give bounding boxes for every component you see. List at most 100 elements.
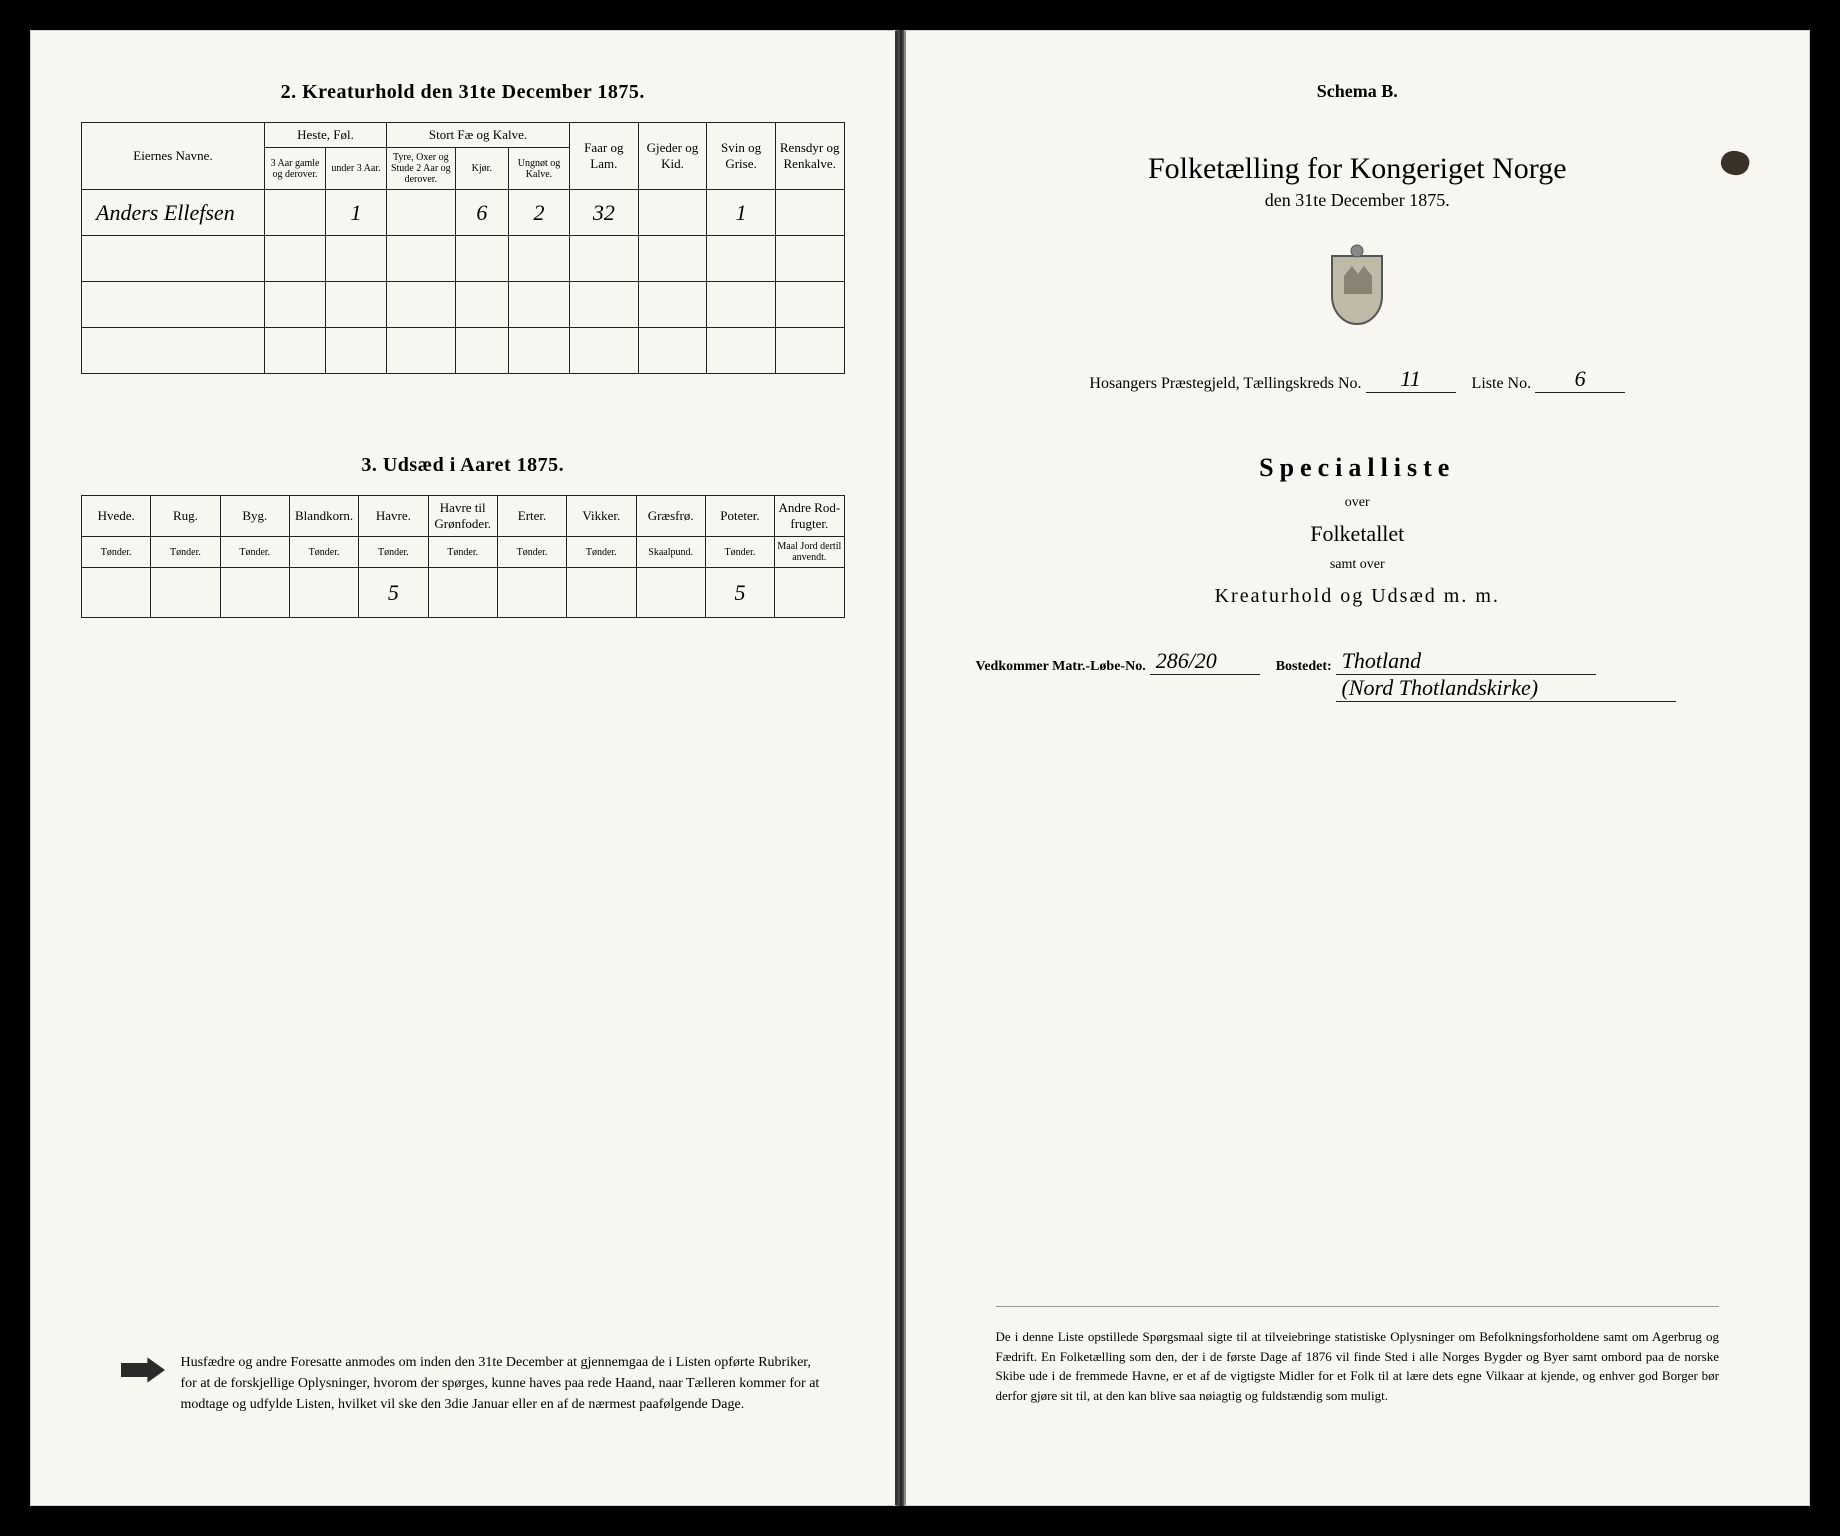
- parish-line: Hosangers Præstegjeld, Tællingskreds No.…: [976, 366, 1740, 393]
- kreaturhold-heading: Kreaturhold og Udsæd m. m.: [976, 585, 1740, 608]
- seed-col: Græsfrø.: [636, 496, 705, 537]
- table-row: [82, 282, 845, 328]
- seed-unit: Tønder.: [705, 537, 774, 568]
- seed-cell: 5: [359, 568, 428, 618]
- livestock-table: Eiernes Navne. Heste, Føl. Stort Fæ og K…: [81, 122, 845, 374]
- col-cattle-1: Tyre, Oxer og Stude 2 Aar og derover.: [387, 148, 456, 190]
- cell: [638, 190, 707, 236]
- matr-label: Vedkommer Matr.-Løbe-No.: [976, 659, 1146, 674]
- seed-col: Andre Rod-frugter.: [775, 496, 844, 537]
- census-title: Folketælling for Kongeriget Norge: [976, 152, 1740, 186]
- section-2-kreaturhold: 2. Kreaturhold den 31te December 1875. E…: [81, 81, 845, 374]
- bosted-value-2: (Nord Thotlandskirke): [1336, 675, 1676, 702]
- right-footer-note: De i denne Liste opstillede Spørgsmaal s…: [996, 1306, 1720, 1405]
- section-3-title: 3. Udsæd i Aaret 1875.: [81, 454, 845, 477]
- cell: [455, 282, 508, 328]
- scanned-book-spread: 2. Kreaturhold den 31te December 1875. E…: [30, 30, 1810, 1506]
- seed-cell: [151, 568, 220, 618]
- seed-unit: Skaalpund.: [636, 537, 705, 568]
- col-horse-1: 3 Aar gamle og derover.: [265, 148, 326, 190]
- cell: 2: [509, 190, 570, 236]
- section-2-title: 2. Kreaturhold den 31te December 1875.: [81, 81, 845, 104]
- table-row: [82, 328, 845, 374]
- cell: [326, 282, 387, 328]
- cell: 32: [570, 190, 639, 236]
- cell: [509, 328, 570, 374]
- cell: [570, 328, 639, 374]
- bosted-label: Bostedet:: [1276, 659, 1332, 674]
- seed-unit: Tønder.: [289, 537, 358, 568]
- seed-cell: [567, 568, 636, 618]
- cell: [707, 328, 776, 374]
- seed-col: Blandkorn.: [289, 496, 358, 537]
- col-cattle-3: Ungnøt og Kalve.: [509, 148, 570, 190]
- liste-label: Liste No.: [1472, 375, 1532, 392]
- cell: [509, 236, 570, 282]
- footer-text: Husfædre og andre Foresatte anmodes om i…: [181, 1352, 825, 1415]
- cell: [638, 282, 707, 328]
- cell: [265, 328, 326, 374]
- cell: [82, 282, 265, 328]
- seed-cell: [82, 568, 151, 618]
- table-row: Anders Ellefsen 1 6232 1: [82, 190, 845, 236]
- seed-col: Vikker.: [567, 496, 636, 537]
- cell: [638, 236, 707, 282]
- over-label-1: over: [976, 495, 1740, 511]
- cell: 1: [707, 190, 776, 236]
- seed-unit: Maal Jord dertil anvendt.: [775, 537, 844, 568]
- cell: [707, 236, 776, 282]
- col-horse-2: under 3 Aar.: [326, 148, 387, 190]
- cell: [775, 236, 844, 282]
- cell: 1: [326, 190, 387, 236]
- seed-col: Byg.: [220, 496, 289, 537]
- cell: [707, 282, 776, 328]
- col-owner: Eiernes Navne.: [82, 123, 265, 190]
- section-3-udsaed: 3. Udsæd i Aaret 1875. Hvede.Rug.Byg.Bla…: [81, 454, 845, 618]
- cell: [509, 282, 570, 328]
- cell: [387, 190, 456, 236]
- seed-table: Hvede.Rug.Byg.Blandkorn.Havre.Havre til …: [81, 495, 845, 618]
- seed-cell: [775, 568, 844, 618]
- cell: [265, 236, 326, 282]
- cell: [326, 328, 387, 374]
- seed-cell: [636, 568, 705, 618]
- col-pig: Svin og Grise.: [707, 123, 776, 190]
- vedkommer-line: Vedkommer Matr.-Løbe-No. 286/20 Bostedet…: [976, 648, 1740, 702]
- seed-unit: Tønder.: [567, 537, 636, 568]
- cell: [82, 236, 265, 282]
- col-goat: Gjeder og Kid.: [638, 123, 707, 190]
- col-reindeer: Rensdyr og Renkalve.: [775, 123, 844, 190]
- cell: Anders Ellefsen: [82, 190, 265, 236]
- seed-cell: [289, 568, 358, 618]
- coat-of-arms-icon: [976, 241, 1740, 336]
- matr-number: 286/20: [1150, 648, 1260, 675]
- cell: [570, 236, 639, 282]
- seed-unit: Tønder.: [220, 537, 289, 568]
- samt-label: samt over: [976, 557, 1740, 573]
- cell: 6: [455, 190, 508, 236]
- cell: [387, 328, 456, 374]
- cell: [455, 236, 508, 282]
- seed-col: Erter.: [497, 496, 566, 537]
- bosted-value: Thotland: [1336, 648, 1596, 675]
- cell: [775, 282, 844, 328]
- seed-unit: Tønder.: [151, 537, 220, 568]
- pointing-hand-icon: [121, 1356, 165, 1384]
- right-page: Schema B. Folketælling for Kongeriget No…: [904, 30, 1811, 1506]
- folketallet-heading: Folketallet: [976, 521, 1740, 547]
- seed-unit: Tønder.: [82, 537, 151, 568]
- left-page: 2. Kreaturhold den 31te December 1875. E…: [30, 30, 898, 1506]
- seed-unit: Tønder.: [497, 537, 566, 568]
- seed-col: Hvede.: [82, 496, 151, 537]
- cell: [570, 282, 639, 328]
- seed-cell: [428, 568, 497, 618]
- col-cattle-2: Kjør.: [455, 148, 508, 190]
- col-sheep: Faar og Lam.: [570, 123, 639, 190]
- cell: [455, 328, 508, 374]
- seed-col: Rug.: [151, 496, 220, 537]
- table-row: [82, 236, 845, 282]
- seed-col: Poteter.: [705, 496, 774, 537]
- schema-label: Schema B.: [976, 81, 1740, 102]
- kreds-number: 11: [1366, 366, 1456, 393]
- cell: [82, 328, 265, 374]
